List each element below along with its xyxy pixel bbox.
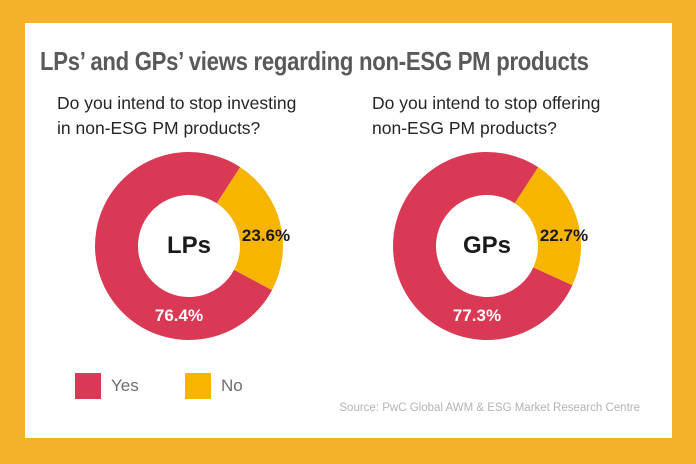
legend-swatch-yes [75,373,101,399]
donut-chart-gps: GPs 22.7% 77.3% [392,151,588,341]
question-gps: Do you intend to stop offering non-ESG P… [372,91,600,141]
question-lps-line2: in non-ESG PM products? [57,118,261,138]
donut-segment-no [514,167,582,286]
legend-item-no: No [185,373,243,399]
donut-chart-lps: LPs 23.6% 76.4% [94,151,290,341]
donut-center-label-gps: GPs [462,232,512,259]
source-attribution: Source: PwC Global AWM & ESG Market Rese… [339,402,640,414]
donut-segment-yes [393,151,573,340]
donut-ring [393,151,582,340]
legend-label-no: No [221,376,243,395]
donut-value-label-lps-yes: 76.4% [154,306,204,325]
page-title: LPs’ and GPs’ views regarding non-ESG PM… [40,48,686,74]
question-lps-line1: Do you intend to stop investing [57,93,297,113]
legend-swatch-no [185,373,211,399]
donut-center-label-lps: LPs [166,232,212,259]
donut-segment-no [216,167,284,291]
donut-segment-yes [95,151,273,340]
page-title-text: LPs’ and GPs’ views regarding non-ESG PM… [40,46,589,76]
legend-label-yes: Yes [111,376,139,395]
donut-value-label-gps-no: 22.7% [539,226,589,245]
question-gps-line2: non-ESG PM products? [372,118,557,138]
donut-ring [95,151,284,340]
question-gps-line1: Do you intend to stop offering [372,93,601,113]
question-lps: Do you intend to stop investing in non-E… [57,91,296,141]
infographic-panel: LPs’ and GPs’ views regarding non-ESG PM… [25,23,672,438]
legend-item-yes: Yes [75,373,139,399]
donut-value-label-gps-yes: 77.3% [452,306,502,325]
donut-value-label-lps-no: 23.6% [241,226,291,245]
